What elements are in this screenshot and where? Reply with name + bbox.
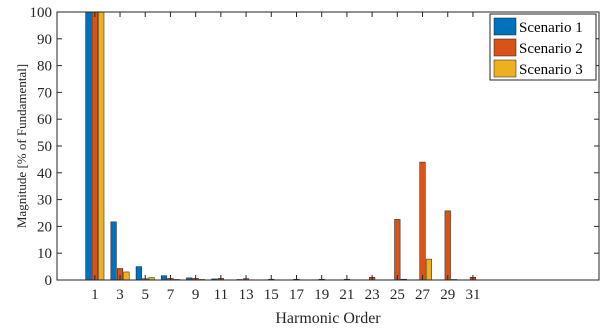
legend: Scenario 1 Scenario 2 Scenario 3 [489,13,597,81]
x-tick-label: 11 [214,287,228,303]
x-tick-label: 21 [339,287,354,303]
x-tick-label: 9 [192,287,200,303]
legend-label-1: Scenario 1 [519,20,583,36]
x-tick-label: 31 [465,287,480,303]
y-tick-label: 60 [37,112,52,128]
y-tick-label: 20 [37,219,52,235]
y-tick-label: 30 [37,193,52,209]
x-tick-label: 29 [440,287,455,303]
bars-layer [85,11,483,281]
x-tick-label: 25 [390,287,405,303]
legend-swatch-3 [493,59,517,78]
y-axis: 0 10 20 30 40 50 60 70 80 90 100 [30,5,599,289]
y-tick-label: 50 [37,139,52,155]
y-tick-label: 0 [45,273,53,289]
x-tick-label: 1 [91,287,99,303]
bar-scenario-3-order-1 [98,11,105,281]
bar-scenario-2-order-1 [91,11,98,281]
x-tick-label: 23 [365,287,380,303]
bar-scenario-1-order-3 [110,221,117,281]
y-axis-label: Magnitude [% of Fundamental] [14,64,29,228]
x-tick-label: 15 [264,287,279,303]
bar-scenario-2-order-25 [394,219,401,281]
x-axis-label: Harmonic Order [275,310,381,327]
y-tick-label: 10 [37,246,52,262]
y-tick-label: 100 [30,5,53,21]
x-tick-label: 5 [141,287,149,303]
legend-label-2: Scenario 2 [519,41,583,57]
x-tick-label: 27 [415,287,431,303]
x-tick-label: 17 [289,287,305,303]
bar-scenario-2-order-29 [444,210,451,281]
x-tick-label: 3 [116,287,124,303]
x-tick-label: 13 [239,287,254,303]
x-tick-label: 7 [167,287,175,303]
y-tick-label: 70 [37,85,52,101]
x-axis: 1 3 5 7 9 11 13 15 17 19 21 23 25 27 29 31 [91,12,480,303]
y-tick-label: 40 [37,166,52,182]
bar-scenario-1-order-5 [135,266,142,281]
legend-label-3: Scenario 3 [519,62,583,78]
bar-scenario-1-order-7 [160,275,168,281]
y-tick-label: 90 [37,32,52,48]
x-tick-label: 19 [314,287,329,303]
legend-swatch-1 [493,17,517,36]
y-tick-label: 80 [37,59,52,75]
bar-scenario-2-order-27 [419,161,426,281]
bar-scenario-1-order-1 [85,11,92,281]
bar-scenario-3-order-3 [123,271,130,281]
legend-swatch-2 [493,38,517,57]
bar-scenario-3-order-27 [425,258,432,281]
